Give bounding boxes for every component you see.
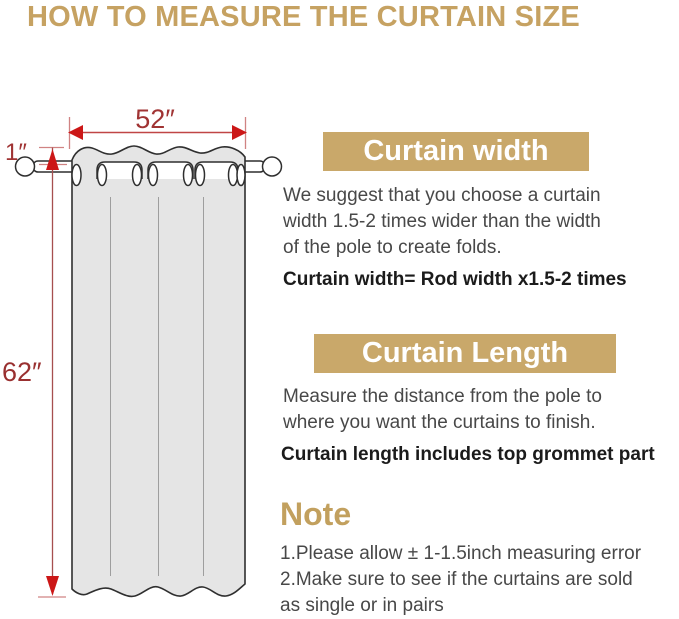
note-item: as single or in pairs — [280, 595, 444, 616]
grommet-loop — [71, 163, 82, 187]
curtain-width-description: We suggest that you choose a curtain wid… — [283, 183, 601, 261]
grommet-loop — [236, 163, 246, 187]
grommet-arch — [96, 161, 143, 179]
width-dimension-label: 52″ — [135, 104, 175, 134]
curtain-measurement-diagram: 52″ 1″ 62″ — [2, 104, 283, 598]
grommet-loop — [182, 163, 194, 187]
grommet-loop — [227, 163, 239, 187]
arrow-down-icon — [46, 576, 59, 596]
arrow-up-icon — [46, 149, 59, 170]
rod-finial-left-icon — [14, 156, 36, 177]
page-title: HOW TO MEASURE THE CURTAIN SIZE — [27, 1, 580, 33]
text-line: of the pole to create folds. — [283, 237, 502, 258]
length-dimension-label: 62″ — [2, 357, 42, 387]
arrow-left-icon — [68, 125, 83, 140]
curtain-width-heading: Curtain width — [323, 132, 589, 171]
text-line: We suggest that you choose a curtain — [283, 185, 601, 206]
curtain-length-description: Measure the distance from the pole to wh… — [283, 384, 602, 436]
grommet-arch — [147, 161, 194, 179]
curtain-length-formula: Curtain length includes top grommet part — [281, 444, 655, 465]
text-line: width 1.5-2 times wider than the width — [283, 211, 601, 232]
text-line: where you want the curtains to finish. — [283, 412, 596, 433]
curtain-length-heading: Curtain Length — [314, 334, 616, 373]
arrow-right-icon — [232, 125, 247, 140]
rod-finial-right-icon — [261, 156, 283, 177]
text-line: Measure the distance from the pole to — [283, 386, 602, 407]
grommet-loop — [96, 163, 108, 187]
grommet-loop — [147, 163, 159, 187]
rod-offset-label: 1″ — [5, 139, 27, 166]
grommet-loop — [131, 163, 143, 187]
curtain-width-formula: Curtain width= Rod width x1.5-2 times — [283, 269, 627, 290]
grommet-loop — [194, 163, 206, 187]
note-heading: Note — [280, 496, 352, 532]
note-item: 1.Please allow ± 1-1.5inch measuring err… — [280, 543, 642, 564]
note-list: 1.Please allow ± 1-1.5inch measuring err… — [280, 541, 641, 619]
grommet-arch — [194, 161, 239, 179]
note-item: 2.Make sure to see if the curtains are s… — [280, 569, 633, 590]
